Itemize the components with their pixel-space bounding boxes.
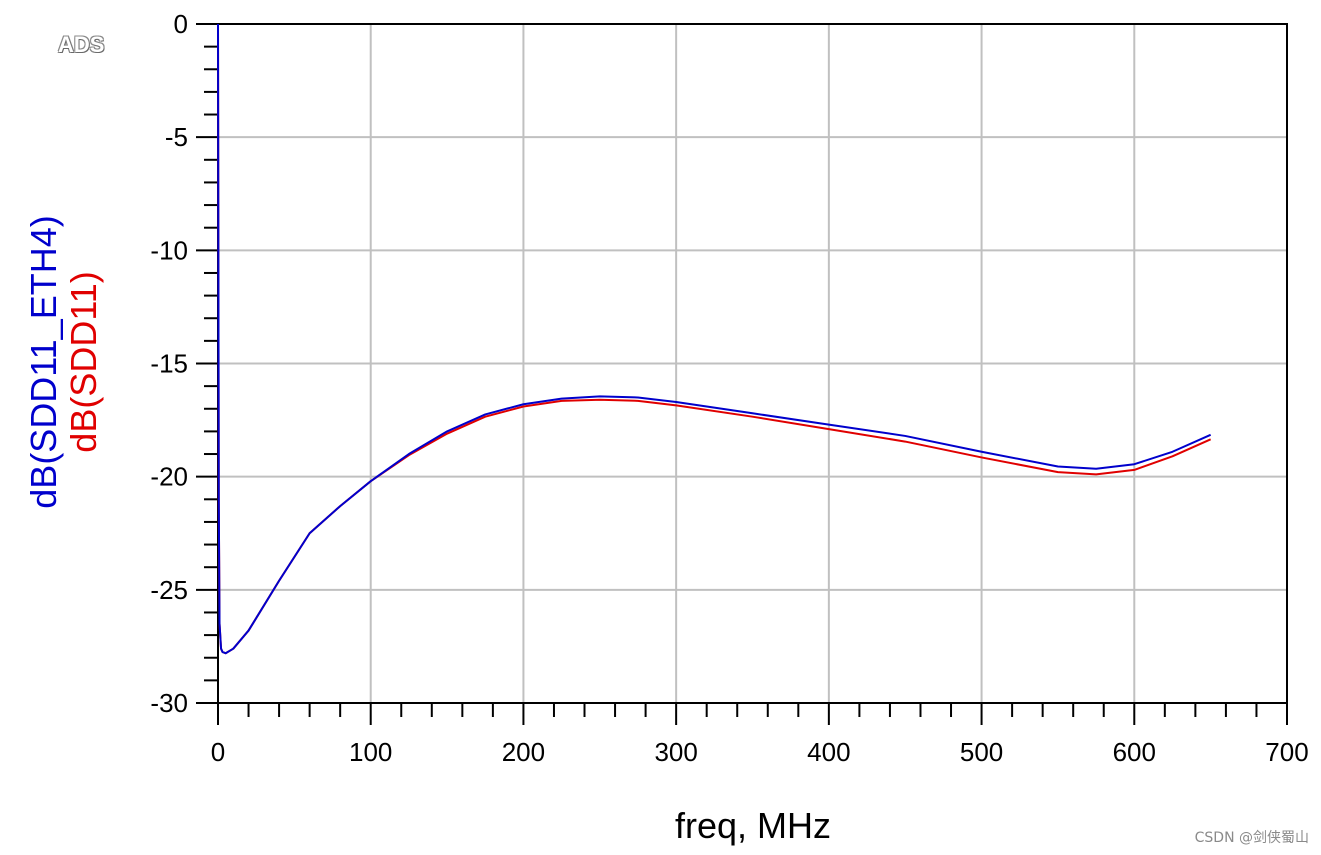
x-tick-label: 200: [502, 737, 545, 767]
x-tick-label: 500: [960, 737, 1003, 767]
x-tick-label: 300: [654, 737, 697, 767]
x-tick-label: 400: [807, 737, 850, 767]
ads-logo: ADS: [58, 32, 105, 57]
y-axis-label-series2: dB(SDD11): [63, 271, 104, 452]
series-layer: [217, 23, 1212, 655]
series-line-sdd11-eth4: [217, 23, 1212, 655]
grid-lines: [217, 23, 1288, 704]
y-axis-label-series1: dB(SDD11_ETH4): [23, 215, 64, 508]
y-tick-label: -30: [150, 688, 188, 718]
y-tick-label: -10: [150, 235, 188, 265]
x-tick-label: 100: [349, 737, 392, 767]
x-axis-label: freq, MHz: [675, 805, 831, 846]
tick-labels: 0 100 200 300 400 500 600 700 0 -5 -10 -15 -20 -25 -30: [150, 9, 1308, 767]
y-tick-label: 0: [174, 9, 188, 39]
y-tick-label: -20: [150, 462, 188, 492]
x-tick-label: 700: [1265, 737, 1308, 767]
axis-ticks: [196, 23, 1288, 725]
series-line-sdd11: [217, 23, 1212, 655]
x-tick-label: 0: [211, 737, 225, 767]
x-tick-label: 600: [1113, 737, 1156, 767]
watermark: CSDN @剑侠蜀山: [1194, 830, 1309, 846]
y-tick-label: -25: [150, 575, 188, 605]
y-tick-label: -15: [150, 349, 188, 379]
y-tick-label: -5: [165, 122, 188, 152]
